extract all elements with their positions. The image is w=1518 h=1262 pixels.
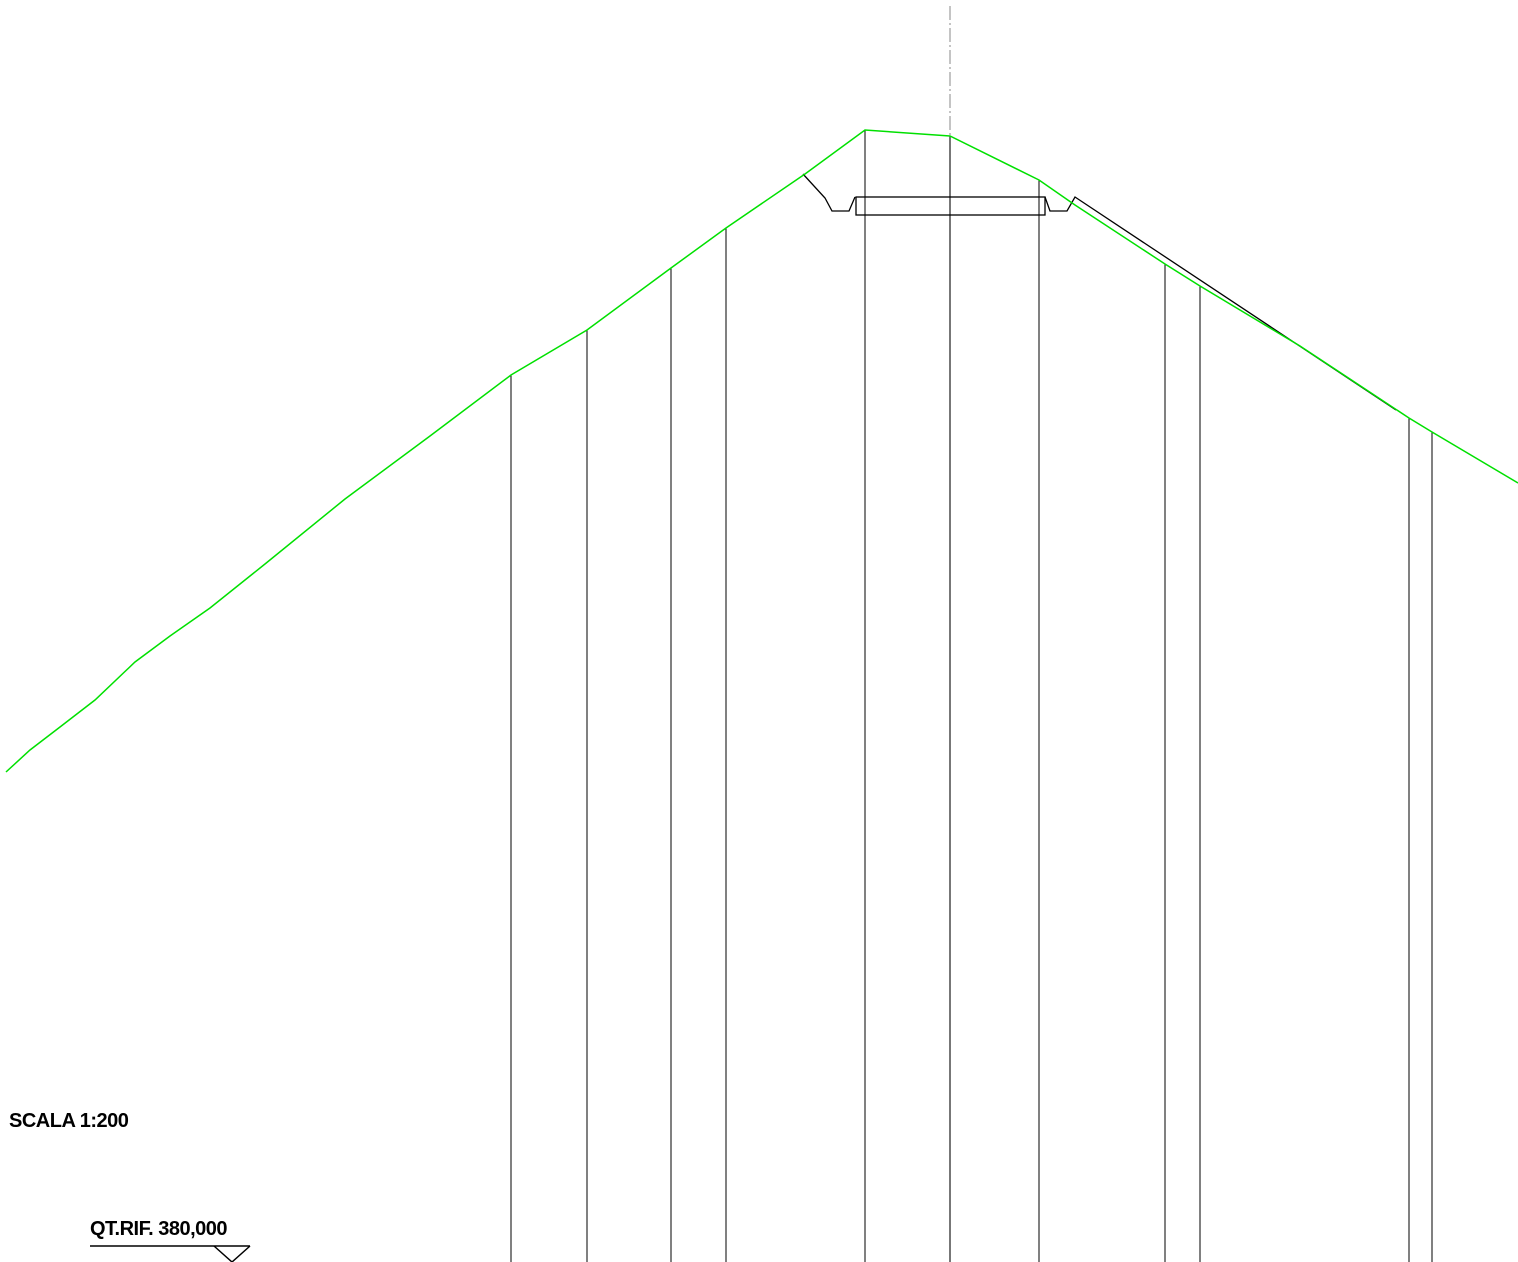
datum-triangle-icon	[213, 1245, 251, 1262]
left-ditch	[802, 173, 856, 212]
right-ditch	[1044, 196, 1397, 411]
terrain-profile-line	[5, 129, 1518, 773]
reference-datum-marker	[90, 1245, 251, 1262]
scale-label: SCALA 1:200	[9, 1110, 129, 1132]
vertical-reference-lines	[510, 130, 1433, 1262]
reference-elevation-label: QT.RIF. 380,000	[90, 1218, 228, 1240]
pavement-slab	[855, 196, 1046, 216]
road-section	[802, 173, 1397, 411]
